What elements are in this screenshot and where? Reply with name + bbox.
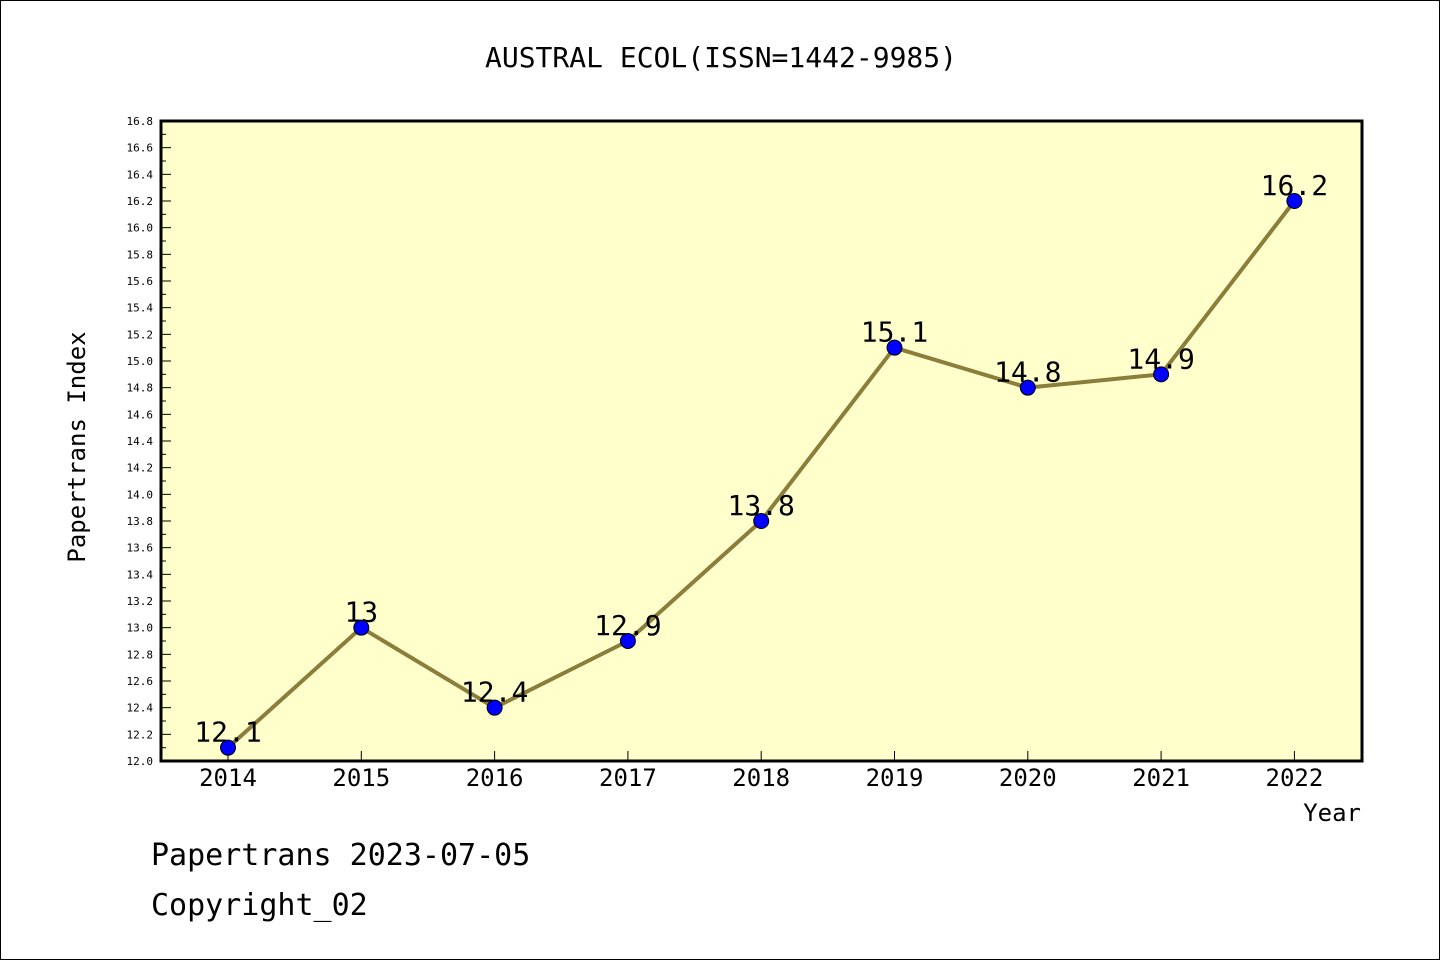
data-point <box>886 339 903 356</box>
y-tick-label: 16.4 <box>127 168 154 181</box>
x-tick-label: 2021 <box>1132 764 1190 792</box>
x-tick-label: 2017 <box>599 764 657 792</box>
x-tick-label: 2019 <box>866 764 924 792</box>
y-tick-label: 14.6 <box>127 408 154 421</box>
y-tick-label: 13.8 <box>127 515 154 528</box>
data-label: 15.1 <box>861 316 928 349</box>
y-tick-label: 13.4 <box>127 568 154 581</box>
chart-title: AUSTRAL ECOL(ISSN=1442-9985) <box>485 41 957 74</box>
data-label: 12.9 <box>594 609 661 642</box>
x-tick-label: 2016 <box>466 764 524 792</box>
x-tick-label: 2015 <box>332 764 390 792</box>
x-tick-label: 2018 <box>732 764 790 792</box>
y-tick-label: 15.2 <box>127 328 154 341</box>
footer-date: Papertrans 2023-07-05 <box>151 838 530 873</box>
y-tick-label: 14.2 <box>127 462 154 475</box>
y-tick-label: 14.0 <box>127 488 154 501</box>
y-tick-label: 16.0 <box>127 222 154 235</box>
y-tick-label: 12.0 <box>127 755 154 768</box>
y-tick-label: 13.2 <box>127 595 154 608</box>
data-point <box>1153 366 1170 383</box>
y-tick-label: 14.4 <box>127 435 154 448</box>
y-tick-label: 16.2 <box>127 195 154 208</box>
series-group: 12.1 13 12.4 12.9 13.8 15.1 14.8 14.9 16.2 <box>194 169 1328 756</box>
data-point <box>486 699 503 716</box>
y-tick-label: 15.0 <box>127 355 154 368</box>
data-label: 14.8 <box>994 356 1061 389</box>
y-tick-label: 13.0 <box>127 622 154 635</box>
data-label: 14.9 <box>1127 342 1194 375</box>
data-label: 12.4 <box>461 676 528 709</box>
x-tick-label: 2014 <box>199 764 257 792</box>
data-label: 13.8 <box>727 489 794 522</box>
y-tick-label: 15.6 <box>127 275 154 288</box>
y-tick-label: 16.6 <box>127 142 154 155</box>
x-axis-label: Year <box>1303 799 1361 827</box>
data-point <box>619 633 636 649</box>
data-point <box>1286 193 1303 209</box>
y-axis: 12.0 12.2 12.4 12.6 12.8 13.0 13.2 13.4 13.6 13.8… <box>127 115 171 768</box>
x-axis: 2014 2015 2016 2017 2018 2019 2020 2021 2022 <box>199 751 1323 792</box>
data-label: 12.1 <box>194 716 261 749</box>
plot-area <box>159 119 1364 763</box>
y-tick-label: 13.6 <box>127 542 154 555</box>
data-point <box>753 513 770 529</box>
y-tick-label: 15.4 <box>127 302 154 315</box>
x-tick-label: 2022 <box>1266 764 1324 792</box>
data-point <box>353 619 370 636</box>
footer-copyright: Copyright_02 <box>151 888 368 923</box>
y-tick-label: 16.8 <box>127 115 154 128</box>
y-tick-label: 12.2 <box>127 728 154 741</box>
y-tick-label: 14.8 <box>127 382 154 395</box>
data-point <box>220 739 236 756</box>
data-label: 16.2 <box>1261 169 1328 202</box>
data-label: 13 <box>344 596 378 629</box>
y-tick-label: 15.8 <box>127 248 154 261</box>
y-axis-label: Papertrans Index <box>63 331 91 562</box>
y-tick-label: 12.8 <box>127 648 154 661</box>
x-tick-label: 2020 <box>999 764 1057 792</box>
y-tick-label: 12.4 <box>127 702 154 715</box>
y-tick-label: 12.6 <box>127 675 154 688</box>
data-point <box>1019 379 1036 396</box>
